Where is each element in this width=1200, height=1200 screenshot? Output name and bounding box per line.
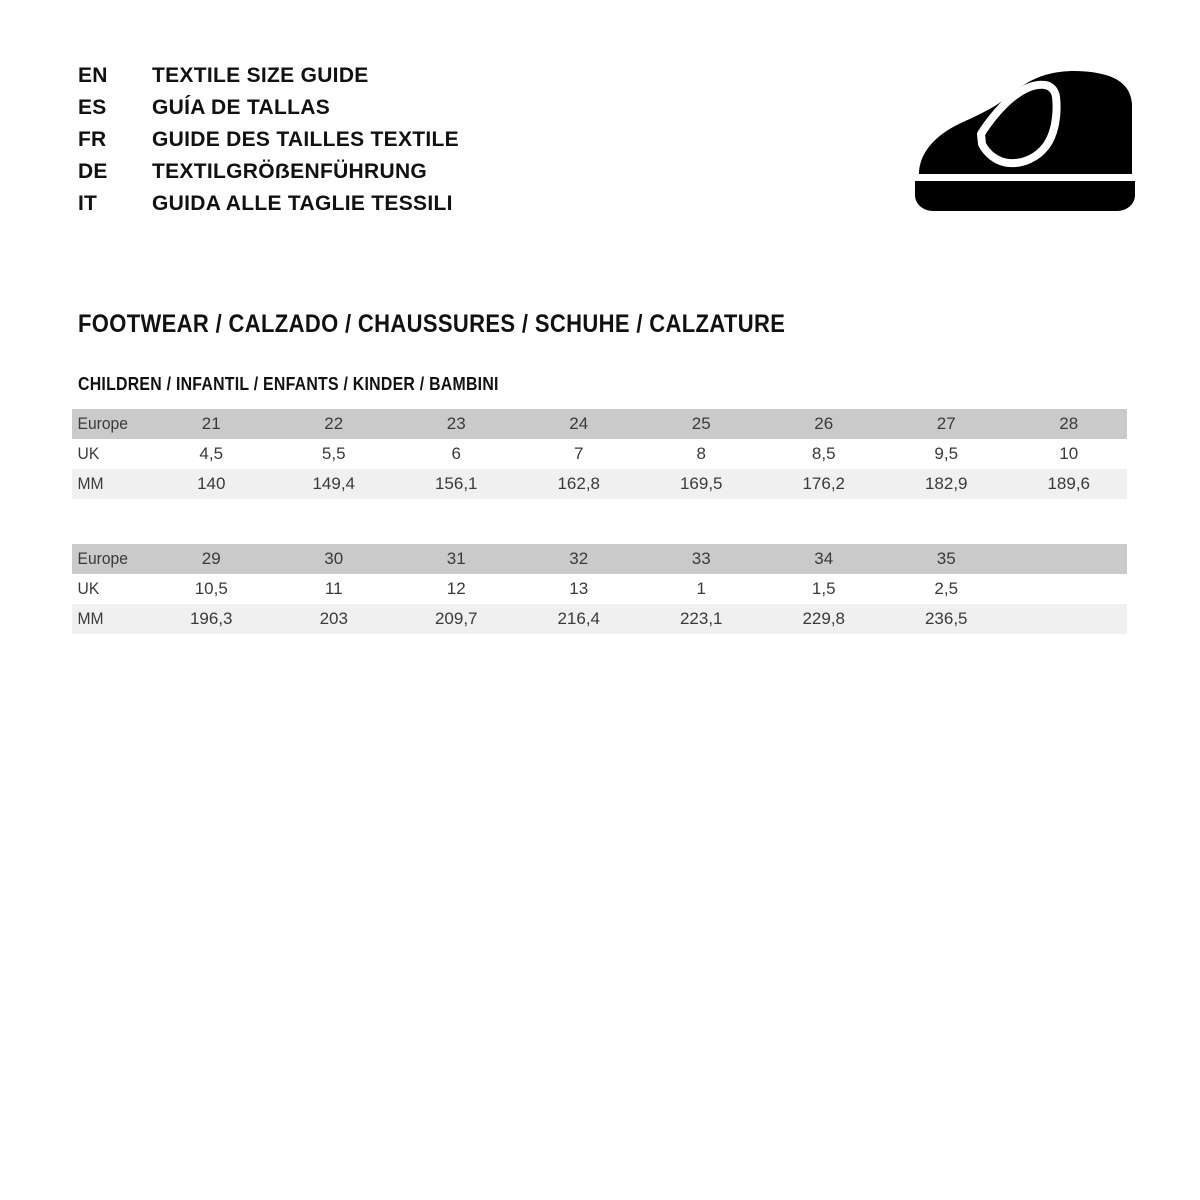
cell-mm-0: 196,3	[189, 609, 233, 628]
cell-europe-2: 23	[446, 414, 466, 433]
cell-mm-4: 223,1	[679, 609, 723, 628]
cell-europe-5: 26	[814, 414, 834, 433]
shoe-icon	[905, 62, 1145, 217]
table-row: Europe 21 22 23 24 25 26 27 28	[72, 409, 1127, 439]
language-label-it: GUIDA ALLE TAGLIE TESSILI	[152, 192, 453, 215]
cell-europe-1: 30	[324, 549, 344, 568]
table-row: MM 196,3 203 209,7 216,4 223,1 229,8 236…	[72, 604, 1127, 634]
row-label-uk: UK	[77, 444, 100, 463]
language-code-es: ES	[78, 96, 107, 119]
language-row-de: DE TEXTILGRÖẞENFÜHRUNG	[78, 160, 778, 192]
cell-europe-1: 22	[324, 414, 344, 433]
cell-uk-0: 10,5	[194, 579, 228, 598]
cell-mm-2: 209,7	[434, 609, 478, 628]
size-table-children-large: Europe 29 30 31 32 33 34 35 UK 10,5 11 1…	[72, 544, 1127, 634]
row-label-mm: MM	[77, 609, 104, 628]
row-label-europe: Europe	[77, 549, 128, 568]
cell-mm-1: 203	[319, 609, 348, 628]
cell-europe-3: 32	[569, 549, 589, 568]
row-label-mm: MM	[77, 474, 104, 493]
language-code-it: IT	[78, 192, 98, 215]
cell-europe-6: 35	[936, 549, 956, 568]
cell-mm-6: 236,5	[924, 609, 968, 628]
cell-europe-3: 24	[569, 414, 589, 433]
language-code-en: EN	[78, 64, 108, 87]
children-section-heading: CHILDREN / INFANTIL / ENFANTS / KINDER /…	[78, 374, 499, 394]
cell-mm-0: 140	[197, 474, 226, 493]
cell-uk-5: 8,5	[811, 444, 836, 463]
footwear-section-heading: FOOTWEAR / CALZADO / CHAUSSURES / SCHUHE…	[78, 310, 786, 338]
language-code-de: DE	[78, 160, 108, 183]
cell-uk-2: 6	[451, 444, 461, 463]
cell-uk-1: 11	[324, 579, 343, 598]
cell-uk-6: 9,5	[934, 444, 959, 463]
row-label-europe: Europe	[77, 414, 128, 433]
cell-uk-3: 7	[574, 444, 584, 463]
table-row: UK 10,5 11 12 13 1 1,5 2,5	[72, 574, 1127, 604]
size-table-children-small: Europe 21 22 23 24 25 26 27 28 UK 4,5 5,…	[72, 409, 1127, 499]
cell-mm-2: 156,1	[434, 474, 478, 493]
cell-uk-7: 10	[1059, 444, 1079, 463]
cell-uk-5: 1,5	[811, 579, 836, 598]
cell-europe-6: 27	[936, 414, 956, 433]
cell-mm-3: 216,4	[557, 609, 601, 628]
language-label-fr: GUIDE DES TAILLES TEXTILE	[152, 128, 459, 151]
row-label-uk: UK	[77, 579, 100, 598]
cell-uk-2: 12	[446, 579, 466, 598]
table-row: Europe 29 30 31 32 33 34 35	[72, 544, 1127, 574]
cell-uk-1: 5,5	[321, 444, 346, 463]
cell-mm-7: 189,6	[1047, 474, 1091, 493]
cell-mm-5: 176,2	[802, 474, 846, 493]
cell-europe-7: 28	[1059, 414, 1079, 433]
cell-mm-5: 229,8	[802, 609, 846, 628]
cell-europe-0: 21	[201, 414, 221, 433]
cell-uk-3: 13	[569, 579, 589, 598]
language-row-it: IT GUIDA ALLE TAGLIE TESSILI	[78, 192, 778, 224]
language-row-en: EN TEXTILE SIZE GUIDE	[78, 64, 778, 96]
cell-europe-4: 33	[691, 549, 711, 568]
language-label-es: GUÍA DE TALLAS	[152, 96, 331, 119]
table-row: MM 140 149,4 156,1 162,8 169,5 176,2 182…	[72, 469, 1127, 499]
cell-mm-1: 149,4	[312, 474, 356, 493]
cell-uk-4: 8	[696, 444, 706, 463]
cell-uk-6: 2,5	[934, 579, 959, 598]
language-row-es: ES GUÍA DE TALLAS	[78, 96, 778, 128]
cell-uk-0: 4,5	[199, 444, 224, 463]
table-row: UK 4,5 5,5 6 7 8 8,5 9,5 10	[72, 439, 1127, 469]
language-row-fr: FR GUIDE DES TAILLES TEXTILE	[78, 128, 778, 160]
cell-europe-4: 25	[691, 414, 711, 433]
cell-europe-0: 29	[201, 549, 221, 568]
cell-europe-2: 31	[446, 549, 466, 568]
language-label-de: TEXTILGRÖẞENFÜHRUNG	[152, 160, 428, 183]
cell-mm-6: 182,9	[924, 474, 968, 493]
cell-uk-4: 1	[696, 579, 706, 598]
cell-europe-5: 34	[814, 549, 834, 568]
language-list: EN TEXTILE SIZE GUIDE ES GUÍA DE TALLAS …	[78, 64, 778, 224]
language-label-en: TEXTILE SIZE GUIDE	[152, 64, 369, 87]
language-code-fr: FR	[78, 128, 107, 151]
cell-mm-4: 169,5	[679, 474, 723, 493]
cell-mm-3: 162,8	[557, 474, 601, 493]
